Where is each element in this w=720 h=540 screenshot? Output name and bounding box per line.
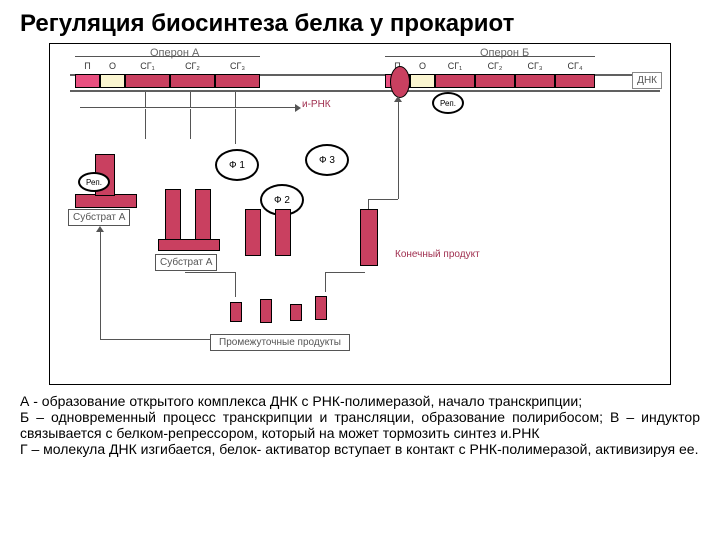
dna-label: ДНК bbox=[632, 72, 662, 89]
substrate-a-base bbox=[75, 194, 137, 208]
seg-sg1-b: СГ₁ bbox=[435, 74, 475, 88]
final-product-bar bbox=[360, 209, 378, 266]
description-text: А - образование открытого комплекса ДНК … bbox=[20, 393, 700, 457]
substrate-a-label-2: Субстрат А bbox=[155, 254, 217, 271]
seg-sg2-b: СГ₂ bbox=[475, 74, 515, 88]
desc-line-g: Г – молекула ДНК изгибается, белок- акти… bbox=[20, 441, 698, 457]
repressor-b bbox=[390, 66, 410, 98]
seg-sg4-b: СГ₄ bbox=[555, 74, 595, 88]
substrate-a-label: Субстрат А bbox=[68, 209, 130, 226]
seg-sg3-b: СГ₃ bbox=[515, 74, 555, 88]
operon-b-label: Оперон Б bbox=[480, 47, 529, 59]
operon-diagram: Оперон А Оперон Б П О СГ₁ СГ₂ СГ₃ П О СГ… bbox=[49, 43, 671, 385]
mrna-label: и-РНК bbox=[302, 99, 331, 110]
seg-sg2-a: СГ₂ bbox=[170, 74, 215, 88]
page-title: Регуляция биосинтеза белка у прокариот bbox=[20, 10, 700, 38]
enzyme-1: Ф 1 bbox=[215, 149, 259, 181]
final-product-label: Конечный продукт bbox=[395, 249, 480, 260]
seg-sg3-a: СГ₃ bbox=[215, 74, 260, 88]
intermediate-label: Промежуточные продукты bbox=[210, 334, 350, 351]
desc-line-bv: Б – одновременный процесс транскрипции и… bbox=[20, 409, 700, 441]
rep-oval-a: Реп. bbox=[78, 172, 110, 192]
desc-line-a: А - образование открытого комплекса ДНК … bbox=[20, 393, 582, 409]
rep-oval-b: Реп. bbox=[432, 92, 464, 114]
seg-operator-b: О bbox=[410, 74, 435, 88]
seg-promoter-a: П bbox=[75, 74, 100, 88]
seg-operator-a: О bbox=[100, 74, 125, 88]
seg-sg1-a: СГ₁ bbox=[125, 74, 170, 88]
operon-a-label: Оперон А bbox=[150, 47, 199, 59]
enzyme-3: Ф 3 bbox=[305, 144, 349, 176]
